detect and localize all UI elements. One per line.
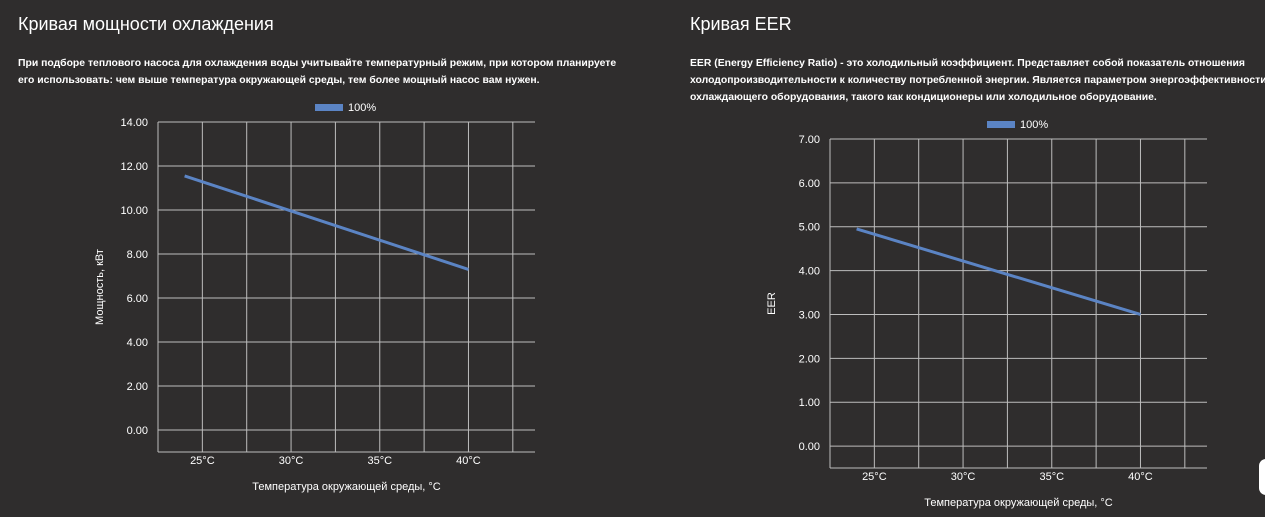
legend-swatch — [315, 104, 343, 111]
eer-panel: Кривая EER EER (Energy Efficiency Ratio)… — [672, 0, 1265, 517]
y-tick-label: 7.00 — [799, 134, 820, 146]
legend-label: 100% — [348, 102, 376, 114]
y-tick-label: 3.00 — [799, 309, 820, 321]
y-tick-label: 2.00 — [127, 381, 148, 393]
cooling-capacity-chart: 0.00 2.00 4.00 6.00 8.00 10.00 12.00 14.00 25°C 3… — [94, 102, 535, 493]
y-axis-title: EER — [766, 292, 778, 315]
x-tick-label: 35°C — [367, 455, 392, 467]
x-tick-label: 40°C — [456, 455, 481, 467]
y-tick-label: 6.00 — [799, 178, 820, 190]
y-tick-label: 10.00 — [120, 205, 148, 217]
y-tick-label: 1.00 — [799, 397, 820, 409]
x-tick-label: 25°C — [862, 471, 887, 483]
series-line — [856, 227, 1141, 316]
x-tick-label: 35°C — [1039, 471, 1064, 483]
y-tick-label: 14.00 — [120, 117, 148, 129]
y-tick-label: 8.00 — [127, 249, 148, 261]
scroll-handle[interactable] — [1259, 459, 1265, 495]
y-tick-label: 4.00 — [127, 337, 148, 349]
cooling-capacity-title: Кривая мощности охлаждения — [18, 14, 274, 34]
eer-title: Кривая EER — [690, 14, 792, 34]
x-axis-title: Температура окружающей среды, °C — [252, 481, 441, 493]
x-tick-label: 25°C — [190, 455, 215, 467]
legend-label: 100% — [1020, 119, 1048, 131]
y-tick-label: 5.00 — [799, 222, 820, 234]
x-tick-label: 40°C — [1128, 471, 1153, 483]
legend-swatch — [987, 121, 1015, 128]
eer-description: EER (Energy Efficiency Ratio) - это холо… — [690, 58, 1265, 103]
y-axis-title: Мощность, кВт — [94, 249, 106, 325]
y-tick-label: 6.00 — [127, 293, 148, 305]
y-tick-label: 2.00 — [799, 353, 820, 365]
y-tick-label: 4.00 — [799, 266, 820, 278]
x-axis-title: Температура окружающей среды, °C — [924, 497, 1113, 509]
eer-chart: 0.00 1.00 2.00 3.00 4.00 5.00 6.00 7.00 25°C 30°C… — [766, 119, 1207, 509]
y-tick-label: 0.00 — [799, 441, 820, 453]
series-line — [184, 174, 469, 271]
x-tick-label: 30°C — [279, 455, 304, 467]
x-tick-label: 30°C — [951, 471, 976, 483]
y-tick-label: 0.00 — [127, 425, 148, 437]
cooling-capacity-panel: Кривая мощности охлаждения При подборе т… — [18, 14, 617, 493]
y-tick-label: 12.00 — [120, 161, 148, 173]
cooling-capacity-description: При подборе теплового насоса для охлажде… — [18, 58, 617, 86]
